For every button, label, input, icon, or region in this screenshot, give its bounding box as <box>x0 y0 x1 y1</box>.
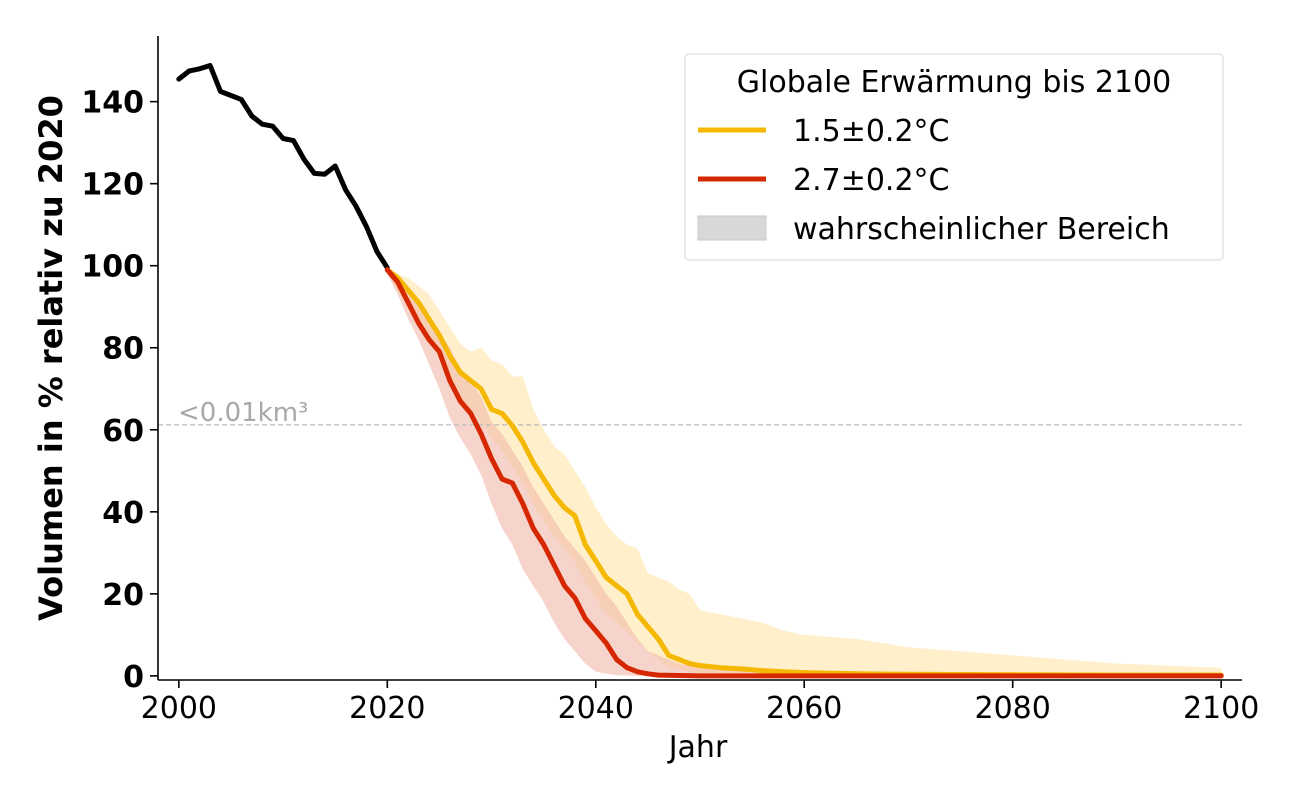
legend-title: Globale Erwärmung bis 2100 <box>737 65 1171 100</box>
legend-entry: 1.5±0.2°C <box>698 114 950 149</box>
historical-line <box>176 63 390 271</box>
reference-line-label: <0.01km³ <box>178 398 308 428</box>
series-line-1-5-degrees <box>384 267 1224 678</box>
y-axis-label: Volumen in % relativ zu 2020 <box>32 95 70 621</box>
x-tick-label: 2040 <box>558 691 634 726</box>
x-axis-label: Jahr <box>667 730 728 765</box>
y-tick-label: 60 <box>102 414 144 449</box>
x-tick-label: 2100 <box>1183 691 1259 726</box>
series-lines <box>176 63 1224 679</box>
legend-label: 1.5±0.2°C <box>793 114 950 149</box>
legend-frame <box>684 53 1224 261</box>
x-tick-label: 2000 <box>141 691 217 726</box>
legend-swatch-patch <box>697 215 767 241</box>
x-tick-label: 2060 <box>766 691 842 726</box>
series-line-2-7-degrees <box>384 267 1224 679</box>
y-ticks: 0 20 40 60 80 100 120 140 <box>81 86 158 695</box>
y-tick-label: 0 <box>123 660 144 695</box>
legend-entry: wahrscheinlicher Bereich <box>697 212 1170 247</box>
legend-entry: 2.7±0.2°C <box>698 163 950 198</box>
legend-entries: 1.5±0.2°C 2.7±0.2°C wahrscheinlicher Berei… <box>697 114 1170 247</box>
y-tick-label: 120 <box>81 168 144 203</box>
x-tick-label: 2080 <box>975 691 1051 726</box>
axes: 2000 2020 2040 2060 2080 2100 020406080100120… <box>81 36 1259 726</box>
legend-label: wahrscheinlicher Bereich <box>793 212 1170 247</box>
y-tick-label: 100 <box>81 250 144 285</box>
y-tick-label: 20 <box>102 578 144 613</box>
x-tick-label: 2020 <box>349 691 425 726</box>
band-low-warming <box>387 267 1222 676</box>
y-tick-label: 140 <box>81 86 144 121</box>
legend: Globale Erwärmung bis 2100 1.5±0.2°C 2.7±… <box>684 53 1224 261</box>
legend-label: 2.7±0.2°C <box>793 163 950 198</box>
y-tick-label: 80 <box>102 332 144 367</box>
likely-range-bands <box>387 267 1222 676</box>
x-ticks: 2000 2020 2040 2060 2080 2100 <box>141 680 1259 726</box>
band-high-warming <box>387 267 1222 676</box>
y-tick-label: 40 <box>102 496 144 531</box>
